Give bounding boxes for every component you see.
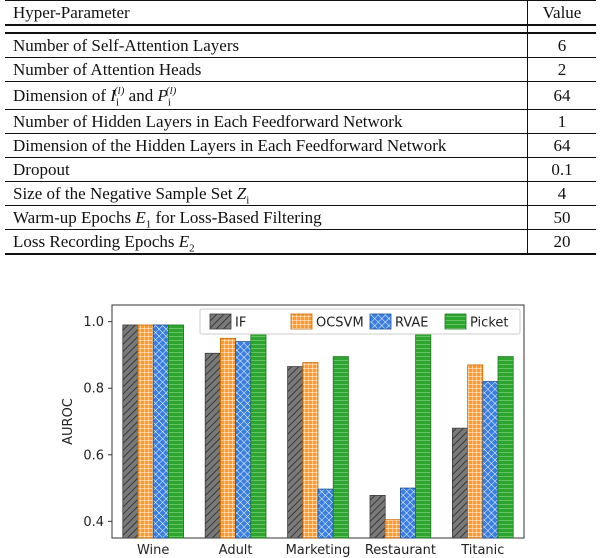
param-text: Dropout [13,159,70,179]
bar-rvae-restaurant [399,487,416,539]
bar-ocsvm-titanic [467,364,484,539]
bar-if-titanic [451,427,468,539]
param-name-cell: Number of Hidden Layers in Each Feedforw… [5,110,528,134]
param-value-cell: 4 [527,181,596,206]
param-name-cell: Dimension of Ii(l) and Pi(l) [5,82,528,110]
table-spacer-row [5,25,596,33]
table-row: Number of Hidden Layers in Each Feedforw… [5,109,596,134]
bar-picket-wine [167,324,184,539]
bar-ocsvm-marketing [302,362,319,539]
hyperparameter-table: Hyper-Parameter Value Number of Self-Att… [5,0,596,255]
x-tick-label: Titanic [460,543,504,558]
bar-ocsvm-wine [137,324,154,539]
plot-area: 0.4 0.6 0.8 1.0 AUROC Wine Adult Marketing Resta… [61,304,525,558]
legend-label-rvae: RVAE [395,316,429,331]
param-name-cell: Dimension of the Hidden Layers in Each F… [5,134,528,158]
x-tick-label: Restaurant [365,543,436,558]
param-value-cell: 6 [527,33,596,58]
param-text: Dimension of the Hidden Layers in Each F… [13,135,447,155]
table-row: Dimension of the Hidden Layers in Each F… [5,133,596,158]
bar-rvae-titanic [482,381,499,539]
math-symbol: I [110,85,116,105]
bar-ocsvm-adult [219,337,236,539]
math-symbol: E [178,231,190,251]
param-value-cell: 64 [527,81,596,110]
x-tick-label: Marketing [286,543,351,558]
table-row: Warm-up Epochs E1 for Loss-Based Filteri… [5,205,596,230]
param-text: Number of Attention Heads [13,59,202,79]
param-name-cell: Loss Recording Epochs E2 [5,230,528,255]
x-tick-label: Adult [219,543,253,558]
math-symbol: E [135,207,146,227]
param-value-cell: 2 [527,57,596,82]
bar-if-marketing [287,366,304,539]
bar-if-adult [204,352,221,539]
param-value-cell: 64 [527,133,596,158]
math-symbol: P [157,85,168,105]
param-name-cell: Dropout [5,158,528,182]
table-row: Number of Self-Attention Layers 6 [5,33,596,58]
bar-if-wine [122,324,139,539]
y-tick-label: 0.8 [83,382,104,397]
table-row: Size of the Negative Sample Set Zi 4 [5,181,596,206]
param-text: Size of the Negative Sample Set [13,183,237,203]
table-row: Loss Recording Epochs E2 20 [5,229,596,255]
param-text: Number of Self-Attention Layers [13,35,240,55]
table-row: Dropout 0.1 [5,157,596,182]
param-text: Number of Hidden Layers in Each Feedforw… [13,111,403,131]
y-axis-label: AUROC [61,398,76,445]
math-subscript: 2 [189,241,195,254]
param-value-cell: 50 [527,205,596,230]
bar-rvae-marketing [317,488,334,539]
math-symbol: Z [236,183,247,203]
bar-picket-marketing [332,356,349,539]
table-row: Number of Attention Heads 2 [5,57,596,82]
y-tick-label: 1.0 [83,315,104,330]
math-superscript: (l) [114,84,125,97]
math-subscript: 1 [145,217,152,230]
math-superscript: (l) [165,84,177,97]
param-name-cell: Number of Attention Heads [5,58,528,82]
table-row: Dimension of Ii(l) and Pi(l) 64 [5,81,596,110]
table-body: Number of Self-Attention Layers 6 Number o… [5,25,596,254]
legend: IF OCSVM RVAE Picket [199,308,521,335]
param-name-cell: Size of the Negative Sample Set Zi [5,182,528,206]
bar-picket-titanic [497,356,514,539]
bar-picket-adult [250,331,267,539]
param-value-cell: 0.1 [527,157,596,182]
hyperparameter-table-container: Hyper-Parameter Value Number of Self-Att… [5,0,596,255]
legend-swatch-rvae [369,313,392,330]
math-subscript: i [115,95,120,108]
legend-label-ocsvm: OCSVM [316,316,364,331]
bar-picket-restaurant [415,332,432,539]
math-subscript: i [167,95,171,108]
param-name-cell: Number of Self-Attention Layers [5,33,528,58]
header-hyperparameter: Hyper-Parameter [13,2,130,22]
legend-swatch-if [209,313,232,330]
param-value-cell: 1 [527,109,596,134]
bar-rvae-wine [152,324,169,539]
param-value-cell: 20 [527,229,596,254]
param-text: for Loss-Based Filtering [151,207,322,227]
param-text: and [124,85,158,105]
param-text: Warm-up Epochs [13,207,136,227]
legend-swatch-ocsvm [290,313,313,330]
bar-ocsvm-restaurant [384,519,401,539]
y-tick-label: 0.4 [83,515,104,530]
bar-if-restaurant [369,494,386,539]
param-name-cell: Warm-up Epochs E1 for Loss-Based Filteri… [5,206,528,230]
legend-swatch-picket [444,313,467,330]
legend-label-if: IF [235,316,246,331]
table-header-row: Hyper-Parameter Value [5,0,596,25]
x-tick-label: Wine [137,543,169,558]
y-tick-label: 0.6 [83,448,104,463]
param-text: Dimension of [13,85,111,105]
legend-label-picket: Picket [470,316,508,331]
param-text: Loss Recording Epochs [13,231,179,251]
math-subscript: i [246,193,250,206]
header-value: Value [527,0,596,25]
bar-rvae-adult [235,341,252,539]
legend-box [199,308,521,335]
